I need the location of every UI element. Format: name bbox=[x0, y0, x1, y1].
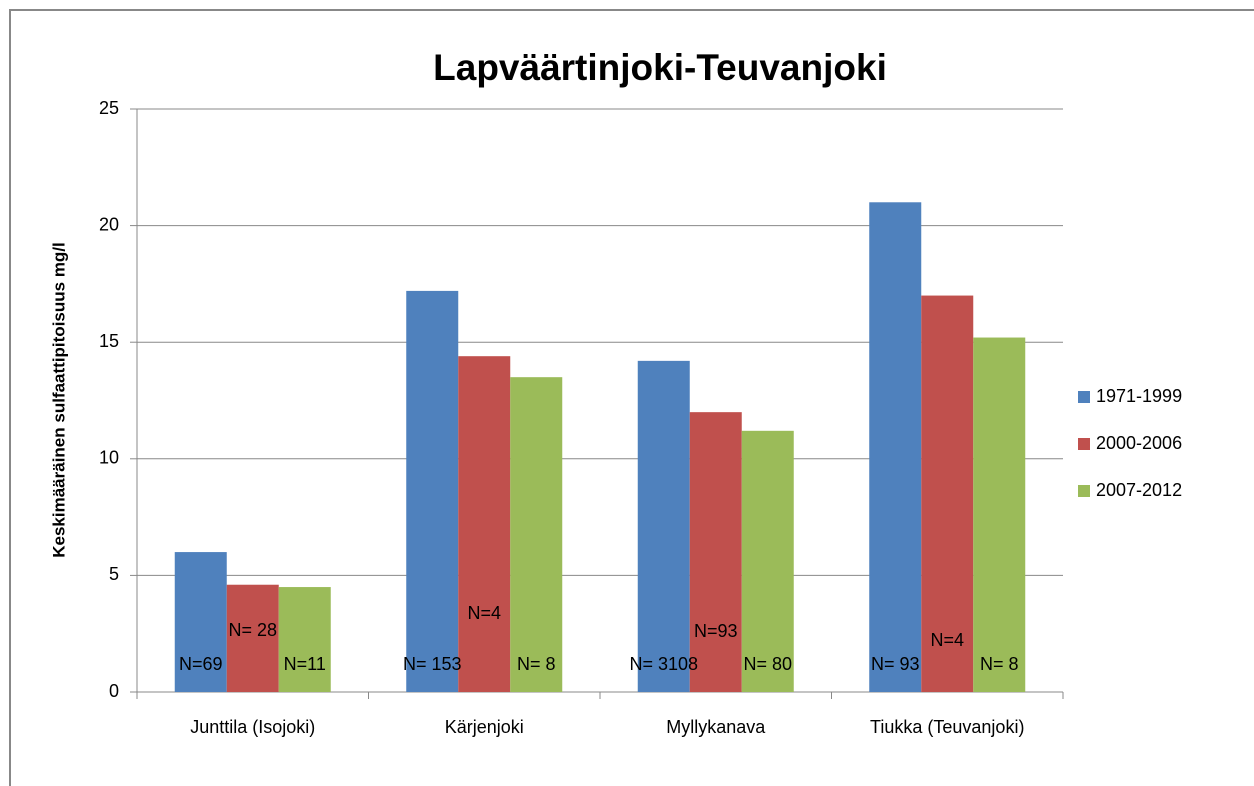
y-tick-label: 0 bbox=[109, 681, 119, 701]
annotation: N=11 bbox=[284, 654, 326, 674]
legend-swatch bbox=[1078, 438, 1090, 450]
bar bbox=[921, 295, 974, 692]
bar bbox=[278, 587, 331, 692]
y-tick-label: 10 bbox=[99, 448, 119, 468]
x-tick-label: Tiukka (Teuvanjoki) bbox=[870, 717, 1024, 737]
bar bbox=[406, 290, 459, 692]
bar bbox=[741, 430, 794, 692]
annotation: N= 8 bbox=[980, 654, 1019, 674]
x-tick-label: Kärjenjoki bbox=[445, 717, 524, 737]
y-tick-label: 20 bbox=[99, 214, 119, 234]
bar bbox=[637, 360, 690, 692]
x-tick-label: Junttila (Isojoki) bbox=[190, 717, 315, 737]
y-tick-label: 5 bbox=[109, 564, 119, 584]
legend-label: 1971-1999 bbox=[1096, 386, 1182, 406]
bar bbox=[689, 412, 742, 692]
legend-swatch bbox=[1078, 391, 1090, 403]
bar bbox=[973, 337, 1026, 692]
annotation: N= 8 bbox=[517, 654, 556, 674]
y-tick-label: 15 bbox=[99, 331, 119, 351]
bar bbox=[226, 584, 279, 692]
y-axis-label: Keskimääräinen sulfaattipitoisuus mg/l bbox=[49, 242, 68, 558]
annotation: N=4 bbox=[930, 630, 964, 650]
legend-label: 2000-2006 bbox=[1096, 433, 1182, 453]
y-tick-label: 25 bbox=[99, 98, 119, 118]
bar bbox=[869, 202, 922, 692]
bar bbox=[458, 356, 511, 692]
bar bbox=[174, 552, 227, 692]
legend-label: 2007-2012 bbox=[1096, 480, 1182, 500]
annotation: N= 93 bbox=[871, 654, 920, 674]
bar bbox=[510, 377, 563, 692]
annotation: N=4 bbox=[467, 603, 501, 623]
x-tick-label: Myllykanava bbox=[666, 717, 766, 737]
legend-swatch bbox=[1078, 485, 1090, 497]
annotation: N= 3108 bbox=[629, 654, 698, 674]
annotation: N=93 bbox=[694, 621, 738, 641]
annotation: N= 28 bbox=[228, 620, 277, 640]
annotation: N= 80 bbox=[743, 654, 792, 674]
annotation: N= 153 bbox=[403, 654, 462, 674]
frame bbox=[9, 9, 1254, 786]
chart-title: Lapväärtinjoki-Teuvanjoki bbox=[433, 47, 887, 88]
annotation: N=69 bbox=[179, 654, 223, 674]
